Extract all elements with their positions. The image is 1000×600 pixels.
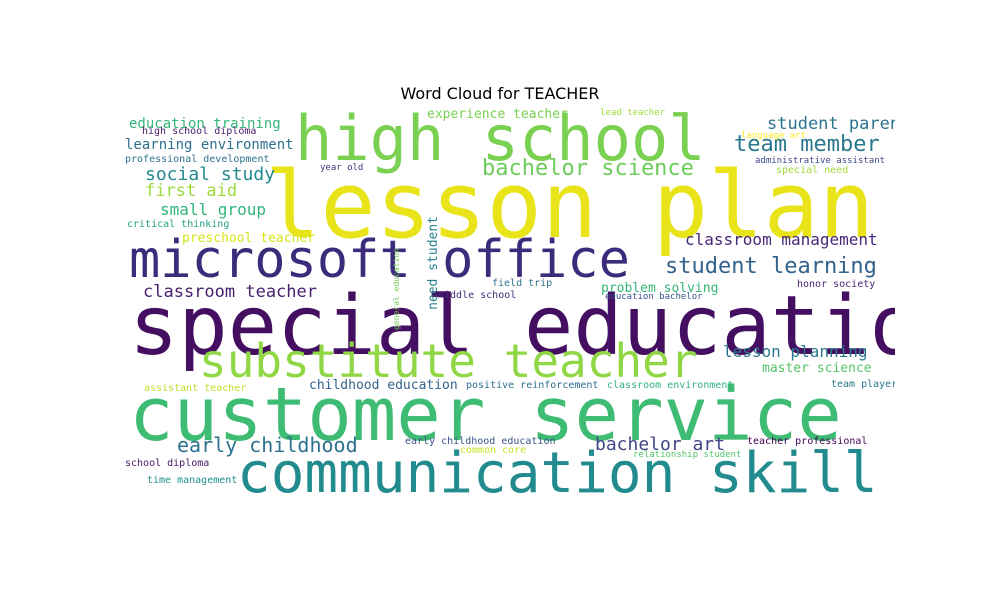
- word-4: high school: [295, 108, 706, 175]
- word-13: first aid: [145, 181, 238, 201]
- word-48: school diploma: [125, 458, 210, 469]
- word-32: language art: [741, 131, 807, 141]
- word-28: professional development: [125, 154, 270, 165]
- word-44: early childhood education: [405, 436, 556, 447]
- word-3: communication skill: [237, 441, 878, 495]
- word-46: teacher professional: [747, 436, 868, 447]
- word-23: master science: [762, 361, 872, 376]
- word-15: education training: [129, 116, 281, 132]
- word-29: critical thinking: [127, 219, 230, 230]
- word-cloud: lesson plan special education customer ser…: [125, 108, 895, 494]
- chart-title: Word Cloud for TEACHER: [400, 84, 600, 103]
- word-16: learning environment: [125, 137, 294, 153]
- word-37: general education: [392, 248, 401, 330]
- word-43: team player: [831, 379, 895, 390]
- word-2: customer service: [129, 372, 842, 458]
- word-38: education bachelor: [605, 292, 703, 302]
- word-39: honor society: [797, 279, 876, 290]
- word-41: positive reinforcement: [466, 380, 599, 391]
- word-33: administrative assistant: [755, 156, 886, 166]
- word-31: lead teacher: [600, 108, 666, 118]
- word-47: relationship student: [633, 450, 742, 460]
- word-20: classroom teacher: [143, 282, 317, 302]
- word-7: team member: [734, 132, 880, 157]
- word-12: social study: [145, 164, 276, 185]
- word-10: student learning: [665, 254, 877, 279]
- word-34: special need: [776, 165, 849, 176]
- word-18: bachelor art: [595, 434, 726, 455]
- word-21: experience teacher: [427, 108, 568, 122]
- word-8: bachelor science: [482, 156, 694, 181]
- word-14: small group: [160, 200, 266, 219]
- word-22: preschool teacher: [182, 231, 316, 246]
- word-36: middle school: [438, 290, 517, 301]
- word-11: classroom management: [685, 230, 878, 249]
- word-30: year old: [320, 163, 364, 173]
- word-9: student parent: [767, 114, 895, 134]
- word-24: problem solving: [601, 281, 719, 296]
- word-19: lesson planning: [723, 342, 868, 361]
- word-17: early childhood: [177, 433, 358, 457]
- word-1: special education: [129, 279, 895, 374]
- word-35: field trip: [492, 278, 553, 289]
- word-0: lesson plan: [265, 152, 875, 259]
- word-40: assistant teacher: [144, 383, 247, 394]
- word-27: high school diploma: [142, 126, 257, 137]
- word-5: microsoft office: [129, 230, 630, 290]
- word-42: classroom environment: [607, 380, 734, 391]
- word-6: substitute teacher: [199, 334, 698, 388]
- word-49: time management: [147, 475, 238, 486]
- word-45: common core: [460, 445, 527, 456]
- word-25: childhood education: [309, 378, 458, 393]
